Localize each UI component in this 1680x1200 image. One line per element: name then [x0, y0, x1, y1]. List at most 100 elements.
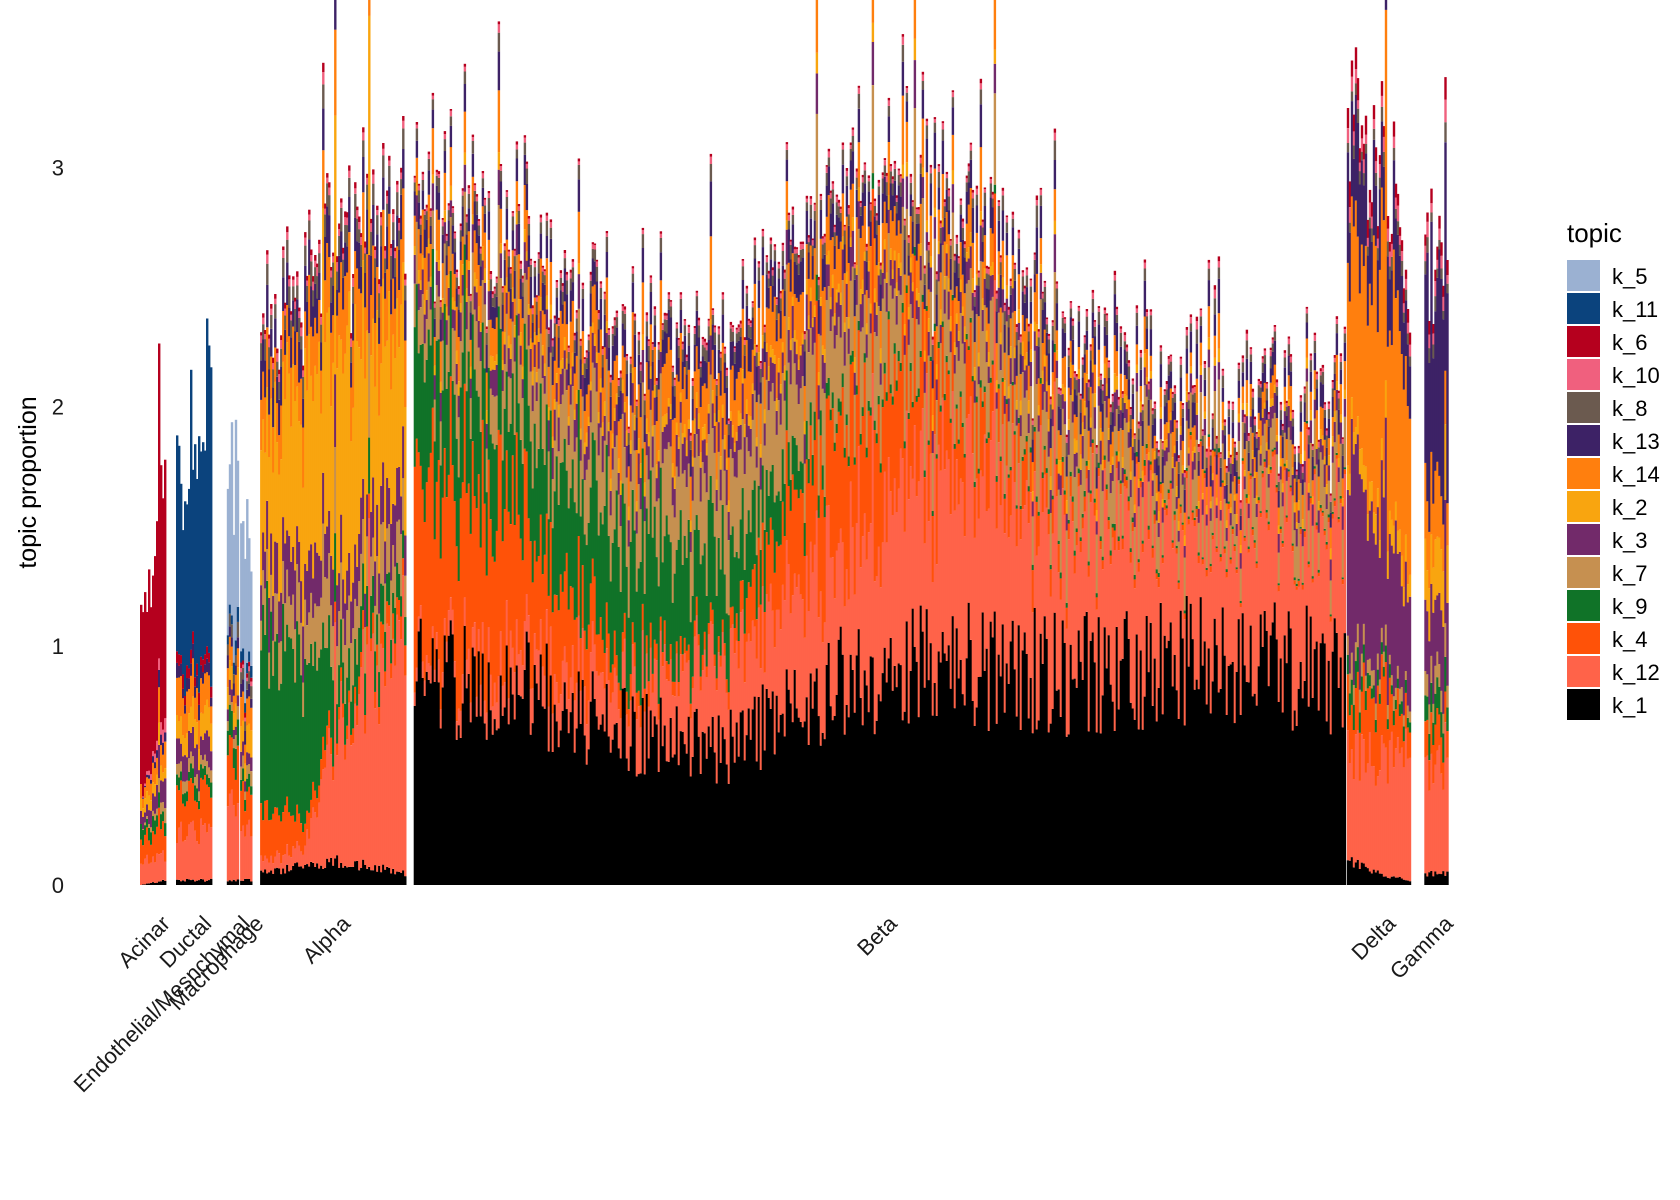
- bar-segment-k_1: [851, 669, 855, 885]
- bar-segment-k_3: [338, 573, 341, 612]
- bar-segment-k_3: [677, 449, 681, 477]
- bar-segment-k_8: [737, 331, 741, 341]
- bar-segment-k_7: [741, 419, 745, 489]
- bar-segment-k_10: [356, 210, 359, 219]
- bar-segment-k_2: [741, 369, 745, 384]
- bar-segment-k_7: [264, 588, 267, 635]
- bar-segment-k_14: [515, 181, 519, 213]
- bar-segment-k_14: [507, 291, 511, 336]
- bar-segment-k_4: [961, 427, 965, 483]
- bar-segment-k_12: [396, 614, 399, 872]
- bar-segment-k_3: [647, 446, 651, 480]
- bar-segment-k_8: [419, 224, 423, 235]
- bar-segment-k_10: [665, 315, 669, 320]
- bar-segment-k_1: [611, 739, 615, 885]
- bar-segment-k_13: [158, 669, 161, 688]
- bar-segment-k_1: [392, 868, 395, 885]
- bar-segment-k_9: [603, 505, 607, 653]
- bar-segment-k_12: [485, 712, 489, 740]
- bar-segment-k_7: [527, 345, 531, 406]
- bar-segment-k_1: [963, 705, 967, 885]
- bar-segment-k_10: [833, 226, 837, 233]
- bar-segment-k_1: [879, 701, 883, 885]
- bar-segment-k_4: [845, 425, 849, 569]
- bar-segment-k_3: [657, 461, 661, 499]
- bar-segment-k_4: [761, 522, 765, 587]
- bar-segment-k_13: [400, 194, 403, 240]
- bar-segment-k_1: [469, 722, 473, 885]
- bar-segment-k_14: [1007, 355, 1011, 387]
- bar-segment-k_14: [499, 208, 503, 244]
- bar-segment-k_8: [242, 667, 245, 680]
- bar-segment-k_10: [318, 244, 321, 254]
- bar-segment-k_10: [250, 681, 253, 687]
- bar-segment-k_2: [785, 220, 789, 230]
- bar-segment-k_6: [419, 215, 423, 219]
- bar-segment-k_7: [867, 298, 871, 401]
- bar-segment-k_7: [915, 319, 919, 396]
- bar-segment-k_14: [867, 226, 871, 262]
- bar-segment-k_3: [865, 334, 869, 358]
- bar-segment-k_13: [388, 186, 391, 214]
- bar-segment-k_2: [793, 330, 797, 342]
- bar-segment-k_12: [537, 650, 541, 700]
- bar-segment-k_4: [507, 511, 511, 699]
- bar-segment-k_3: [649, 378, 653, 410]
- bar-segment-k_14: [563, 301, 567, 337]
- bar-segment-k_7: [619, 526, 623, 592]
- bar-segment-k_4: [415, 438, 419, 668]
- bar-segment-k_7: [260, 620, 263, 651]
- bar-segment-k_7: [697, 456, 701, 530]
- bar-segment-k_12: [805, 555, 809, 698]
- bar-segment-k_4: [817, 517, 821, 618]
- bar-segment-k_3: [981, 309, 985, 332]
- bar-segment-k_9: [368, 437, 371, 494]
- bar-segment-k_8: [583, 363, 587, 378]
- bar-segment-k_4: [669, 644, 673, 660]
- bar-segment-k_14: [705, 388, 709, 443]
- bar-segment-k_6: [557, 317, 561, 320]
- bar-segment-k_13: [971, 207, 975, 243]
- bar-segment-k_14: [404, 340, 407, 407]
- bar-segment-k_1: [849, 654, 853, 885]
- bar-segment-k_9: [885, 392, 889, 401]
- bar-segment-k_6: [445, 233, 449, 236]
- bar-segment-k_6: [741, 259, 745, 261]
- bar-segment-k_6: [701, 336, 705, 340]
- bar-segment-k_3: [595, 363, 599, 392]
- bar-segment-k_7: [625, 477, 629, 567]
- bar-segment-k_3: [789, 350, 793, 385]
- bar-segment-k_13: [743, 355, 747, 379]
- bar-segment-k_2: [298, 421, 301, 542]
- bar-segment-k_12: [777, 609, 781, 733]
- bar-segment-k_10: [643, 396, 647, 401]
- bar-segment-k_12: [501, 685, 505, 716]
- bar-segment-k_7: [575, 437, 579, 514]
- bar-segment-k_2: [841, 236, 845, 250]
- bar-segment-k_2: [242, 721, 245, 742]
- bar-segment-k_6: [969, 142, 973, 145]
- bar-segment-k_1: [485, 739, 489, 885]
- bar-segment-k_2: [769, 345, 773, 358]
- bar-segment-k_3: [655, 478, 659, 502]
- bar-segment-k_1: [587, 749, 591, 885]
- bar-segment-k_10: [685, 357, 689, 361]
- bar-segment-k_2: [639, 463, 643, 478]
- bar-segment-k_2: [455, 350, 459, 364]
- bar-segment-k_12: [162, 850, 165, 880]
- bar-segment-k_14: [623, 357, 627, 403]
- bar-segment-k_12: [979, 470, 983, 677]
- bar-segment-k_1: [697, 736, 701, 885]
- bar-segment-k_10: [727, 420, 731, 424]
- bar-segment-k_12: [659, 630, 663, 698]
- bar-segment-k_7: [180, 761, 183, 772]
- bar-segment-k_4: [987, 438, 991, 509]
- bar-segment-k_2: [799, 346, 803, 356]
- bar-segment-k_2: [809, 287, 813, 302]
- bar-segment-k_4: [883, 373, 887, 472]
- bar-segment-k_3: [871, 41, 875, 85]
- bar-segment-k_6: [693, 326, 697, 328]
- bar-segment-k_12: [903, 531, 907, 712]
- bar-segment-k_2: [817, 372, 821, 386]
